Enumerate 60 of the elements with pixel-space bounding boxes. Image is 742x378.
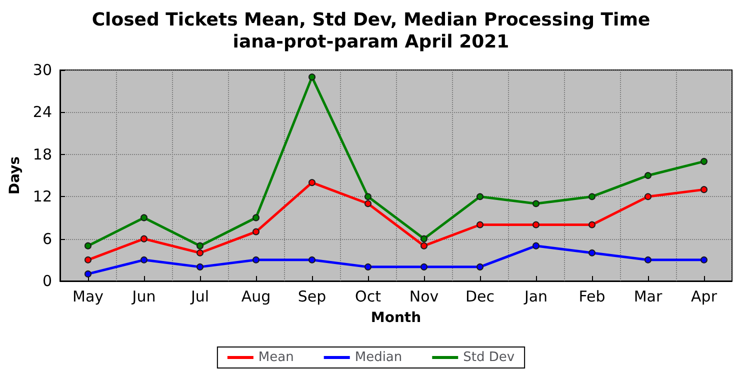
point [532, 221, 540, 228]
legend-label: Std Dev [463, 350, 515, 365]
x-tick-label: Sep [298, 288, 326, 306]
y-tick-label: 24 [32, 103, 52, 122]
point [588, 249, 596, 256]
point [252, 256, 260, 264]
point [308, 74, 316, 81]
point [476, 221, 484, 228]
point [700, 186, 708, 194]
point [364, 263, 372, 270]
y-tick-label: 18 [32, 145, 52, 164]
point [140, 214, 148, 222]
point [644, 256, 652, 264]
x-tick-label: Nov [409, 288, 439, 306]
y-tick-label: 30 [32, 61, 52, 79]
point [308, 256, 316, 264]
point [588, 193, 596, 200]
point [476, 193, 484, 200]
point [420, 235, 428, 242]
point [140, 235, 148, 242]
point [588, 221, 596, 228]
point [532, 242, 540, 250]
y-tick-label: 0 [42, 272, 52, 290]
x-tick-label: Apr [691, 288, 718, 306]
point [140, 256, 148, 264]
point [84, 242, 92, 250]
point [308, 179, 316, 186]
point [84, 256, 92, 264]
point [84, 270, 92, 278]
point [420, 263, 428, 270]
point [700, 256, 708, 264]
x-tick-label: Oct [355, 288, 382, 306]
point [364, 200, 372, 208]
point [196, 263, 204, 270]
point [700, 158, 708, 165]
x-tick-label: Aug [241, 288, 271, 306]
point [196, 242, 204, 250]
point [420, 242, 428, 250]
x-tick-label: Feb [578, 288, 606, 306]
y-tick-label: 12 [32, 188, 52, 206]
point [532, 200, 540, 208]
chart-title: Closed Tickets Mean, Std Dev, Median Processing Time iana-prot-param April 2021 [92, 10, 650, 52]
point [644, 172, 652, 179]
point [364, 193, 372, 200]
point [196, 249, 204, 256]
x-tick-label: Jun [131, 288, 156, 306]
point [252, 228, 260, 236]
x-tick-label: Mar [634, 288, 663, 306]
point [644, 193, 652, 200]
x-tick-label: Jul [190, 288, 210, 306]
y-tick-label: 6 [42, 230, 52, 248]
legend-label: Median [354, 350, 402, 365]
point [476, 263, 484, 270]
x-tick-label: Jan [523, 288, 548, 306]
legend-label: Mean [258, 350, 294, 365]
y-axis-title: Days [7, 156, 23, 195]
x-tick-label: Dec [465, 288, 495, 306]
point [252, 214, 260, 222]
x-axis-title: Month [370, 310, 422, 326]
x-tick-label: May [72, 288, 104, 306]
